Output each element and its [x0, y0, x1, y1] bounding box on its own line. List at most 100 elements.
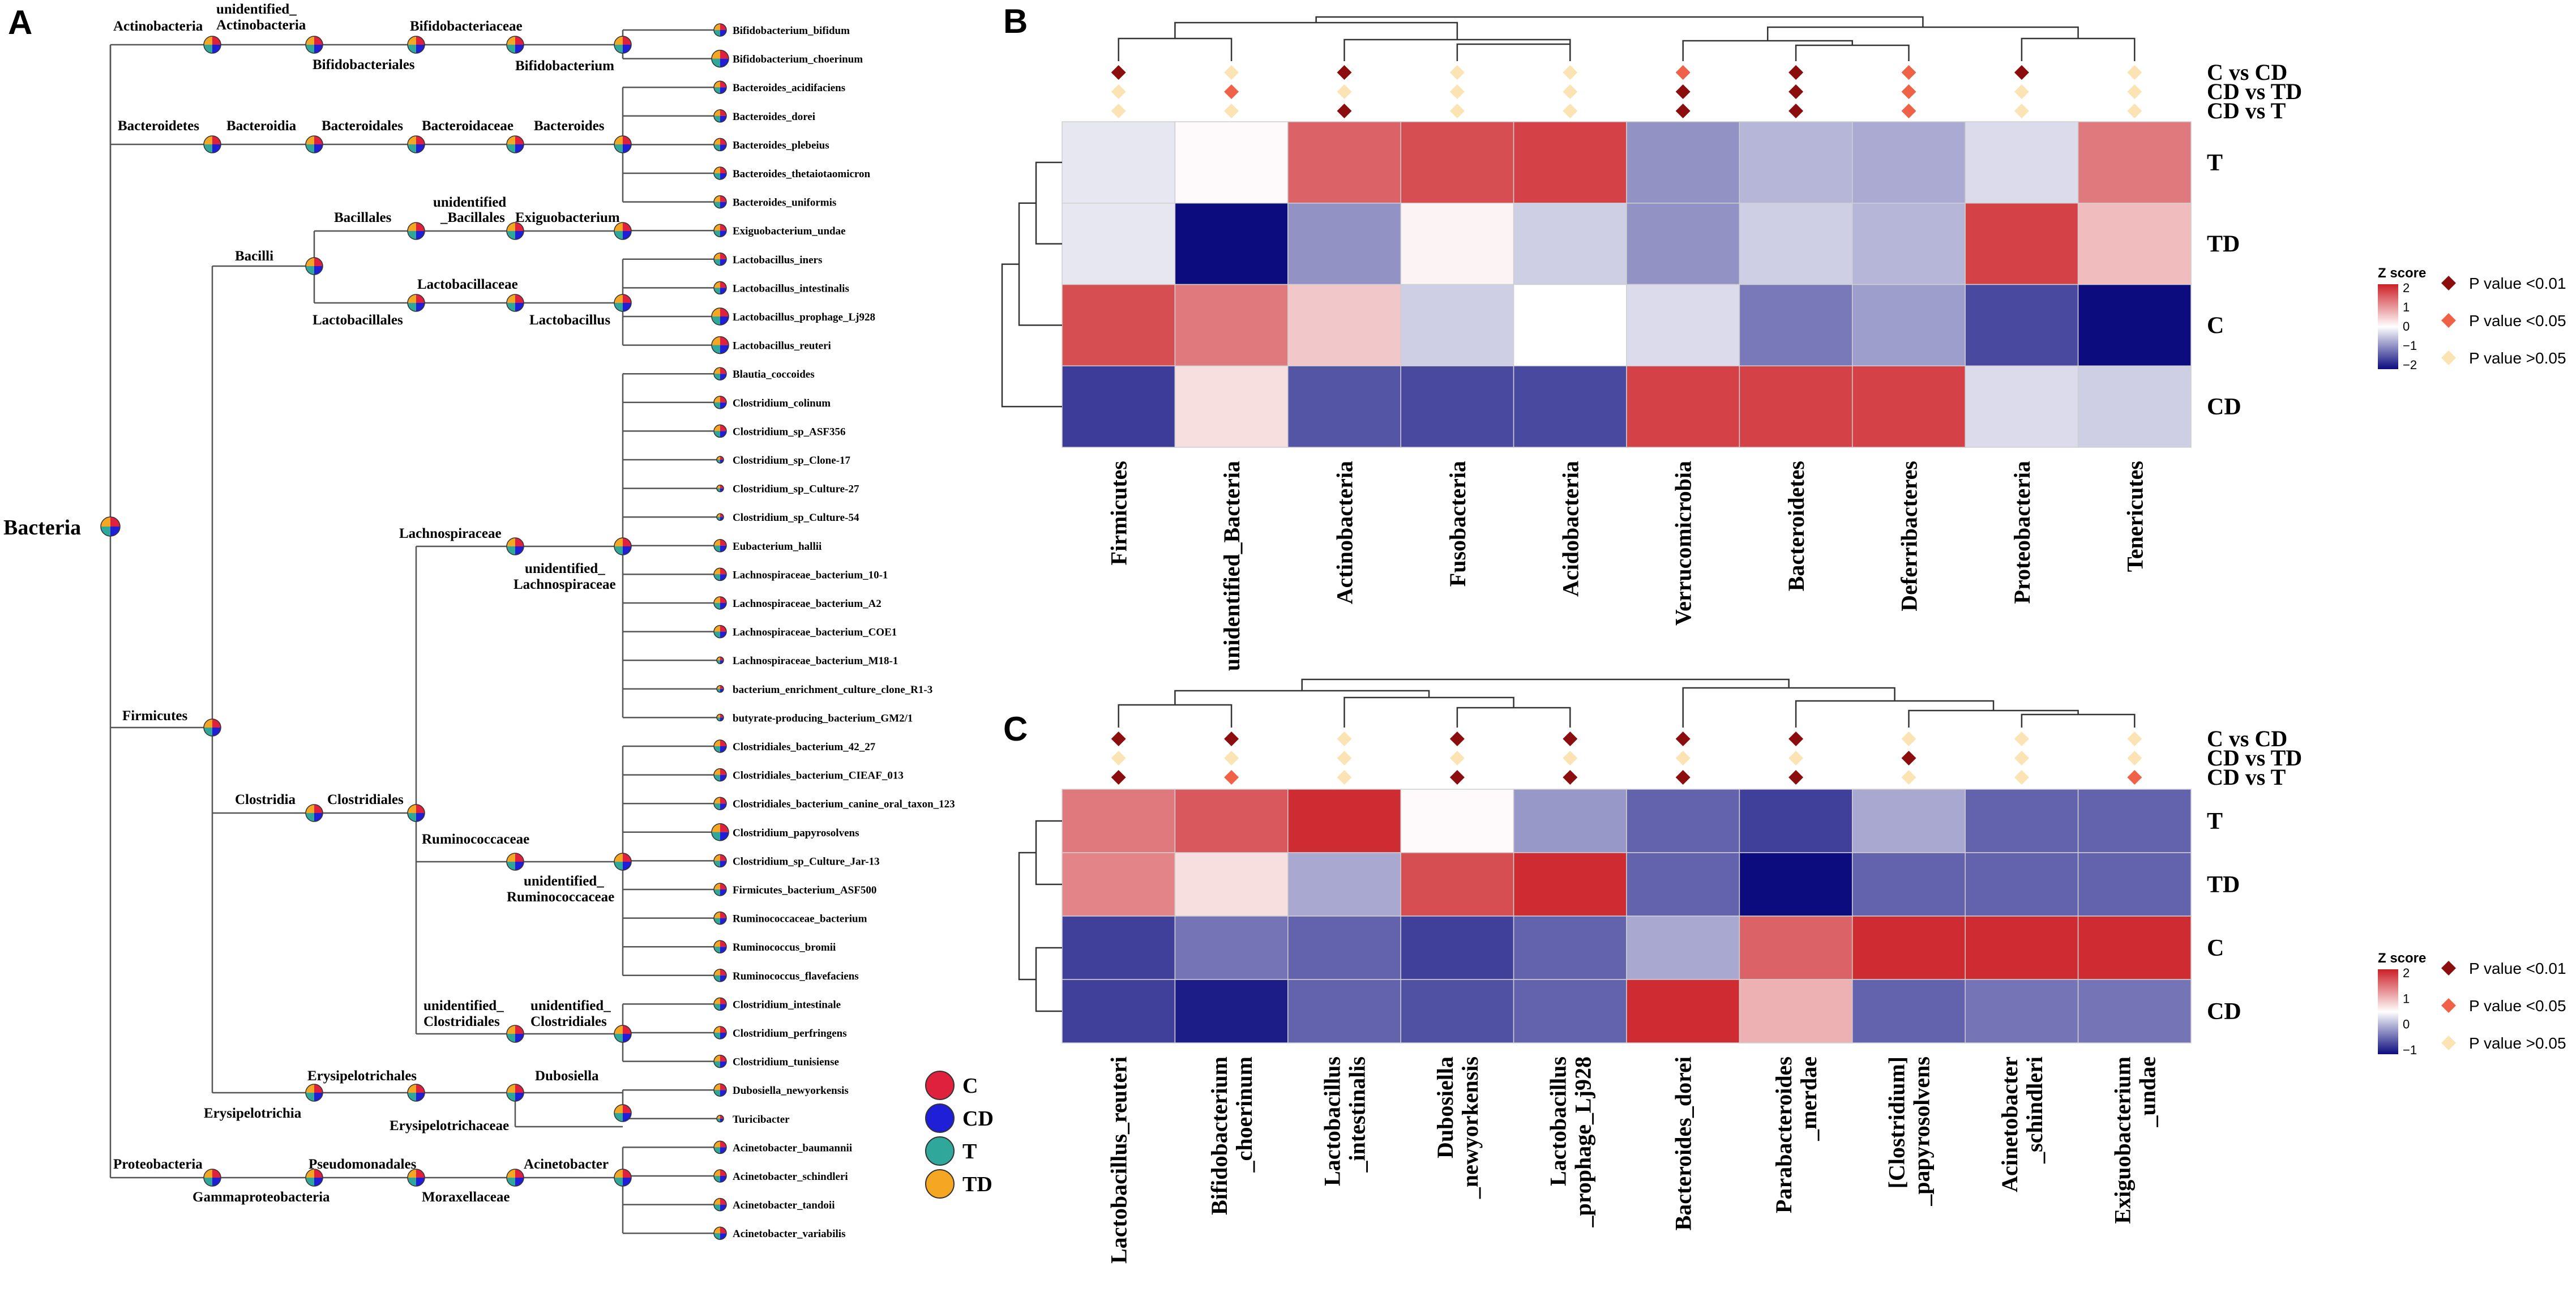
dendrogram-branch [1118, 37, 1233, 61]
panel-b-label: B [1003, 2, 1028, 40]
leaf-labels: Bifidobacterium_bifidum Bifidobacterium_c… [733, 25, 955, 1240]
node-slice-cd [212, 45, 221, 53]
node-slice-cd [314, 1178, 323, 1186]
node-slice-td [714, 969, 720, 976]
node-slice-cd [314, 144, 323, 153]
leaf-label: Firmicutes_bacterium_ASF500 [733, 884, 876, 896]
node-slice-td [204, 719, 212, 728]
node-slice-td [714, 109, 720, 116]
node-slice-c [314, 1084, 323, 1093]
legend-swatch-c [925, 1071, 955, 1100]
node-slice-c [720, 50, 729, 59]
node-slice-td [714, 367, 720, 374]
node-slice-c [515, 1025, 524, 1034]
significance-marker [1449, 104, 1465, 118]
node-slice-td [717, 456, 720, 460]
node-slice-t [717, 660, 720, 664]
heatmap-cell [1626, 979, 1740, 1043]
dendrogram-branch [1174, 22, 1458, 40]
heatmap-cell [1513, 121, 1627, 204]
node-slice-t [507, 231, 515, 239]
node-slice-td [306, 258, 314, 266]
node-outline [713, 253, 727, 266]
column-label: Bacteroides_dorei [1671, 1056, 1696, 1230]
taxon-node [407, 1084, 425, 1102]
node-slice-c [212, 1169, 221, 1178]
colorbar-title: Z score [2378, 951, 2426, 966]
heatmap-cell [1062, 203, 1176, 285]
node-outline [713, 596, 727, 610]
row-label: TD [2207, 232, 2240, 258]
leaf-label: Acinetobacter_tandoii [733, 1200, 835, 1212]
p-legend-marker [2441, 313, 2456, 328]
significance-marker [1337, 770, 1352, 785]
heatmap-cell [2077, 852, 2192, 917]
node-outline [506, 1025, 524, 1043]
node-slice-cd [720, 947, 726, 953]
node-slice-cd [416, 144, 425, 153]
node-slice-td [507, 294, 515, 303]
p-legend-label: P value <0.01 [2469, 275, 2566, 292]
taxon-label-bacilli: Bacilli [235, 249, 273, 264]
node-slice-c [416, 36, 425, 45]
legend-swatch-td [925, 1169, 955, 1199]
node-slice-t [306, 144, 314, 153]
dendrogram-branch [2021, 713, 2136, 728]
node-slice-td [614, 136, 623, 144]
node-slice-t [714, 30, 720, 36]
node-outline [407, 1169, 425, 1187]
node-slice-c [720, 768, 726, 775]
heatmap-cell [1513, 365, 1627, 448]
dendrogram-branch [1456, 707, 1571, 728]
dendrogram-branch [1301, 678, 1790, 691]
node-outline [713, 195, 727, 209]
node-slice-c [720, 740, 726, 746]
node-slice-cd [720, 889, 726, 896]
column-label: Parabacteroides_merdae [1771, 1056, 1821, 1213]
leaf-label: Lactobacillus_intestinalis [733, 283, 849, 294]
row-dendrogram [1001, 161, 1062, 408]
comparison-label: CD vs T [2207, 764, 2286, 790]
node-slice-td [204, 1169, 212, 1178]
node-outline [713, 80, 727, 94]
node-slice-td [507, 1169, 515, 1178]
heatmap-cell [1626, 852, 1740, 917]
node-outline [407, 1084, 425, 1102]
leaf-label: Acinetobacter_variabilis [733, 1228, 845, 1240]
node-outline [713, 624, 727, 639]
node-slice-td [408, 136, 416, 144]
heatmap-cell [1287, 121, 1401, 204]
node-slice-t [614, 45, 623, 53]
node-outline [506, 1084, 524, 1102]
node-slice-t [507, 862, 515, 870]
node-slice-c [720, 1141, 726, 1148]
taxon-node [506, 294, 524, 312]
heatmap-cell [2077, 365, 2192, 448]
taxon-label-unid-clostridiales-a1: unidentified_ [423, 998, 504, 1013]
taxon-node [506, 853, 524, 871]
taxon-node [305, 36, 323, 54]
node-slice-td [507, 1084, 515, 1093]
leaf-node [713, 1169, 727, 1183]
node-outline [713, 23, 727, 37]
node-outline [713, 1026, 727, 1040]
node-outline [506, 537, 524, 555]
significance-marker [2014, 104, 2029, 118]
significance-marker [1563, 104, 1578, 118]
taxon-node [506, 222, 524, 240]
node-slice-cd [720, 688, 724, 692]
node-slice-c [720, 425, 726, 431]
node-slice-cd [515, 546, 524, 555]
node-slice-td [306, 36, 314, 45]
taxon-node [407, 1169, 425, 1187]
node-slice-cd [623, 144, 631, 153]
node-slice-cd [720, 1204, 726, 1211]
taxon-label-unid-rumino-2: Ruminococcaceae [507, 889, 614, 905]
p-legend-label: P value <0.01 [2469, 960, 2566, 977]
node-outline [713, 1083, 727, 1097]
heatmap-cell [1513, 789, 1627, 853]
significance-marker [1788, 732, 1804, 746]
node-outline [506, 222, 524, 240]
heatmap-cell [1965, 789, 2079, 853]
leaf-node [713, 367, 727, 380]
